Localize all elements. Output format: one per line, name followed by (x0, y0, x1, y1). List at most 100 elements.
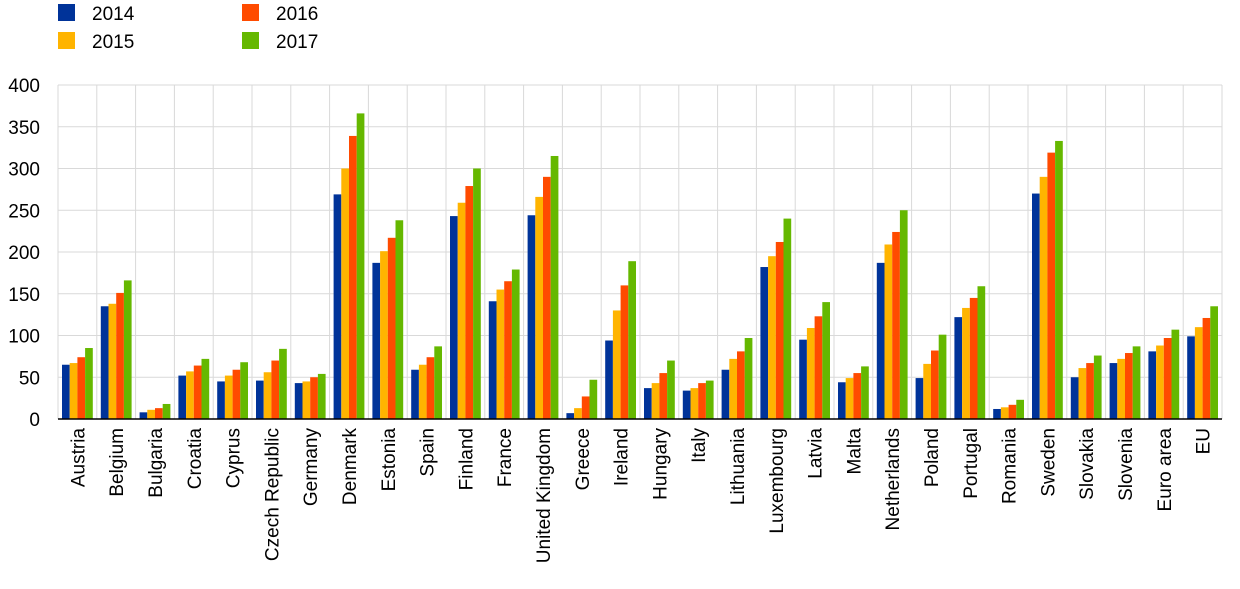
bar-2017 (85, 348, 93, 419)
legend-label: 2015 (92, 32, 134, 53)
bar-2017 (861, 366, 869, 419)
bar-2017 (1093, 355, 1102, 419)
bar-2016 (426, 357, 435, 419)
bar-2015 (496, 289, 505, 419)
bar-2016 (853, 373, 862, 419)
bar-2017 (667, 360, 675, 419)
bar-2014 (100, 306, 109, 419)
bar-2015 (302, 381, 311, 419)
bar-2016 (1086, 363, 1094, 419)
bar-2014 (527, 215, 536, 419)
bar-2015 (690, 388, 699, 419)
bar-2015 (418, 364, 427, 419)
bar-2015 (1117, 358, 1125, 419)
y-tick-label: 250 (8, 201, 40, 222)
bar-2017 (1016, 399, 1024, 419)
bar-2016 (271, 360, 280, 419)
bar-2014 (915, 378, 924, 419)
bar-2015 (806, 327, 815, 419)
y-tick-label: 350 (8, 118, 40, 139)
bar-2014 (838, 382, 846, 419)
bar-2015 (1078, 368, 1087, 419)
bar-2015 (574, 408, 582, 419)
bar-2016 (737, 351, 745, 419)
bar-2014 (566, 413, 575, 419)
bar-2017 (822, 302, 830, 419)
bar-2016 (310, 377, 318, 419)
bar-2017 (744, 338, 753, 419)
category-label: Croatia (185, 428, 206, 490)
category-label: France (495, 428, 516, 487)
bar-2016 (504, 281, 512, 419)
category-label: Lithuania (728, 428, 749, 506)
bar-2016 (659, 373, 668, 419)
category-label: Finland (456, 428, 477, 490)
bar-2014 (139, 412, 148, 419)
category-label: Euro area (1155, 428, 1176, 512)
bar-2016 (193, 365, 202, 419)
bar-2016 (969, 297, 978, 419)
bar-2016 (620, 285, 629, 419)
category-label: Belgium (107, 428, 128, 497)
bar-2017 (473, 168, 481, 419)
bar-2016 (814, 316, 823, 419)
y-tick-label: 200 (8, 243, 40, 264)
bar-2015 (845, 378, 854, 419)
bar-2016 (465, 186, 474, 419)
bar-2017 (589, 379, 598, 419)
category-label: Malta (844, 428, 865, 475)
bar-2016 (155, 408, 163, 419)
category-label: Slovenia (1116, 428, 1137, 501)
category-label: Cyprus (224, 428, 245, 488)
bar-2016 (77, 357, 86, 419)
bar-2015 (108, 303, 117, 419)
category-label: Germany (301, 428, 322, 507)
bar-2014 (876, 262, 885, 419)
bar-2016 (387, 237, 396, 419)
bar-2015 (186, 371, 194, 419)
bar-2014 (333, 194, 342, 419)
grid (57, 84, 1223, 419)
bar-2017 (162, 403, 171, 419)
y-tick-label: 150 (8, 285, 40, 306)
legend: 2014 2015 2016 2017 (58, 4, 318, 53)
bar-2017 (317, 373, 326, 419)
bar-2016 (892, 231, 900, 419)
bar-2015 (1039, 176, 1048, 419)
category-label: Denmark (340, 428, 361, 506)
bar-2016 (931, 350, 939, 419)
bar-2014 (62, 364, 70, 419)
bar-2015 (457, 202, 466, 419)
bar-2015 (1194, 327, 1203, 419)
bar-2014 (721, 369, 730, 419)
bar-2017 (434, 346, 442, 419)
legend-swatch (242, 32, 259, 49)
bar-2017 (783, 218, 792, 419)
bar-2014 (178, 375, 187, 419)
bar-2016 (775, 241, 784, 419)
bar-2014 (799, 339, 807, 419)
category-label: Austria (68, 428, 89, 488)
y-tick-label: 100 (8, 327, 40, 348)
bar-2015 (380, 251, 388, 419)
bar-2014 (760, 267, 769, 419)
bar-2014 (1070, 377, 1079, 419)
category-label: Luxembourg (767, 428, 788, 534)
category-label: Portugal (961, 428, 982, 499)
category-label: EU (1194, 428, 1215, 454)
category-label: Estonia (379, 428, 400, 492)
bar-2014 (217, 381, 225, 419)
bar-2014 (1187, 336, 1195, 419)
category-label: Italy (689, 428, 710, 463)
legend-swatch (58, 4, 75, 21)
bar-2014 (682, 390, 691, 419)
bar-2016 (1047, 152, 1056, 419)
bar-2014 (1148, 351, 1157, 419)
bar-2014 (488, 301, 497, 419)
bar-2015 (1000, 407, 1009, 419)
legend-swatch (242, 4, 259, 21)
bar-2015 (962, 307, 970, 419)
x-axis: Austria Belgium Bulgaria Croatia Cyprus Czech… (58, 418, 1222, 563)
category-label: Hungary (650, 428, 671, 500)
